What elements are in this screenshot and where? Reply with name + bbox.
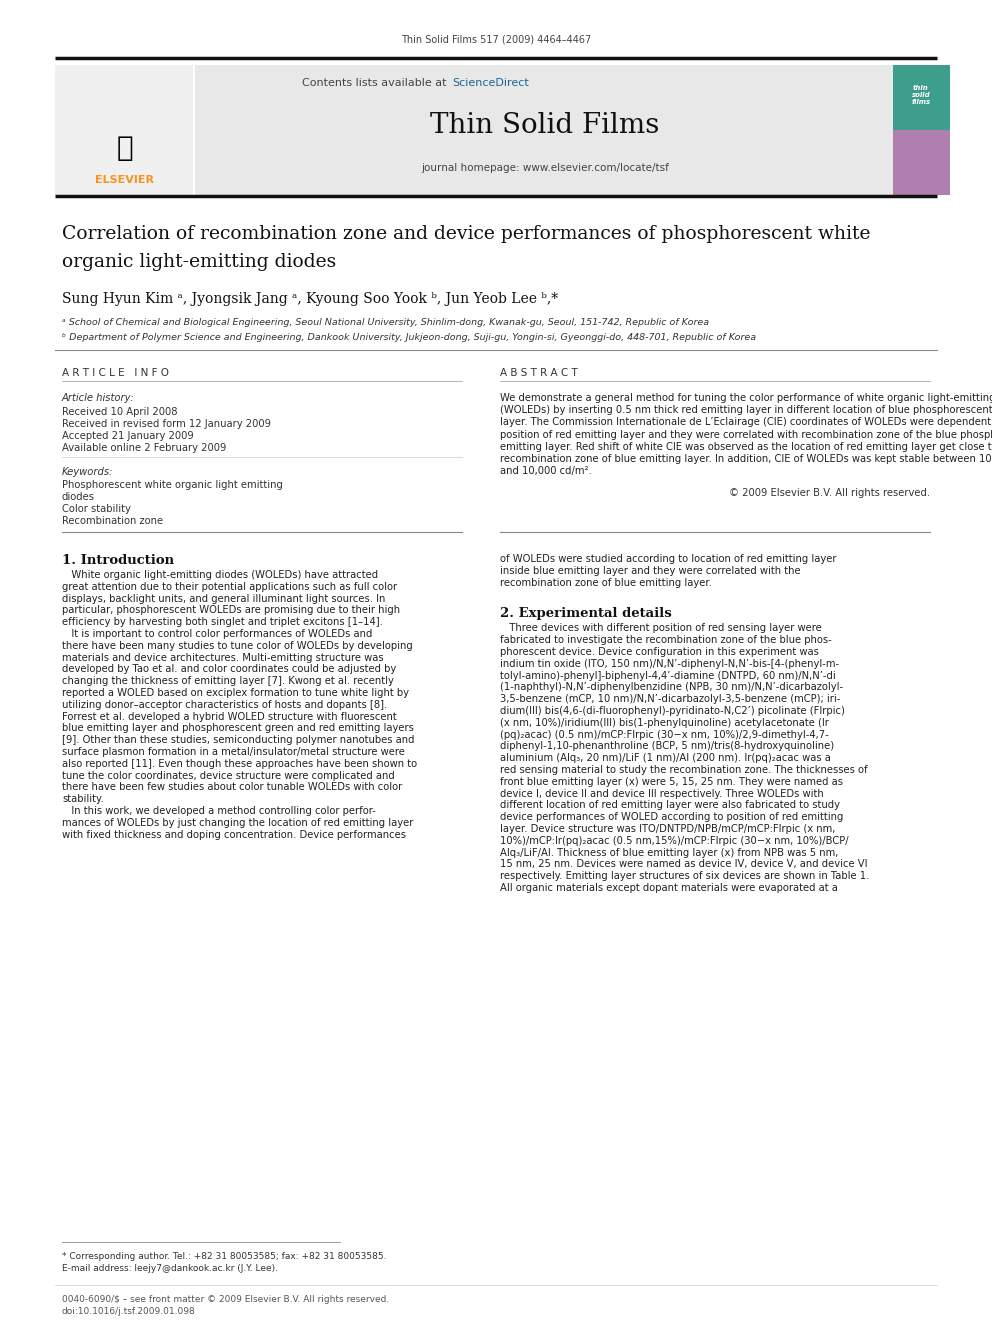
Text: layer. Device structure was ITO/DNTPD/NPB/mCP/mCP:Flrpic (x nm,: layer. Device structure was ITO/DNTPD/NP… bbox=[500, 824, 835, 833]
Text: doi:10.1016/j.tsf.2009.01.098: doi:10.1016/j.tsf.2009.01.098 bbox=[62, 1307, 195, 1316]
Text: utilizing donor–acceptor characteristics of hosts and dopants [8].: utilizing donor–acceptor characteristics… bbox=[62, 700, 387, 710]
Text: Contents lists available at: Contents lists available at bbox=[302, 78, 450, 89]
Text: Available online 2 February 2009: Available online 2 February 2009 bbox=[62, 443, 226, 452]
Text: 10%)/mCP:Ir(pq)₂acac (0.5 nm,15%)/mCP:Flrpic (30−x nm, 10%)/BCP/: 10%)/mCP:Ir(pq)₂acac (0.5 nm,15%)/mCP:Fl… bbox=[500, 836, 848, 845]
Text: displays, backlight units, and general illuminant light sources. In: displays, backlight units, and general i… bbox=[62, 594, 385, 603]
Text: different location of red emitting layer were also fabricated to study: different location of red emitting layer… bbox=[500, 800, 840, 811]
Text: It is important to control color performances of WOLEDs and: It is important to control color perform… bbox=[62, 628, 372, 639]
Text: tolyl-amino)-phenyl]-biphenyl-4,4’-diamine (DNTPD, 60 nm)/N,N’-di: tolyl-amino)-phenyl]-biphenyl-4,4’-diami… bbox=[500, 671, 835, 680]
Text: great attention due to their potential applications such as full color: great attention due to their potential a… bbox=[62, 582, 397, 591]
Text: materials and device architectures. Multi-emitting structure was: materials and device architectures. Mult… bbox=[62, 652, 384, 663]
Text: there have been few studies about color tunable WOLEDs with color: there have been few studies about color … bbox=[62, 782, 402, 792]
Text: phorescent device. Device configuration in this experiment was: phorescent device. Device configuration … bbox=[500, 647, 818, 658]
Text: device I, device II and device III respectively. Three WOLEDs with: device I, device II and device III respe… bbox=[500, 789, 823, 799]
Text: ELSEVIER: ELSEVIER bbox=[94, 175, 154, 185]
Text: fabricated to investigate the recombination zone of the blue phos-: fabricated to investigate the recombinat… bbox=[500, 635, 831, 646]
Text: aluminium (Alq₃, 20 nm)/LiF (1 nm)/Al (200 nm). Ir(pq)₂acac was a: aluminium (Alq₃, 20 nm)/LiF (1 nm)/Al (2… bbox=[500, 753, 831, 763]
Text: Thin Solid Films 517 (2009) 4464–4467: Thin Solid Films 517 (2009) 4464–4467 bbox=[401, 34, 591, 45]
Text: * Corresponding author. Tel.: +82 31 80053585; fax: +82 31 80053585.: * Corresponding author. Tel.: +82 31 800… bbox=[62, 1252, 387, 1261]
Text: recombination zone of blue emitting layer. In addition, CIE of WOLEDs was kept s: recombination zone of blue emitting laye… bbox=[500, 454, 992, 464]
Text: and 10,000 cd/m².: and 10,000 cd/m². bbox=[500, 466, 592, 476]
Text: Received 10 April 2008: Received 10 April 2008 bbox=[62, 407, 178, 417]
Text: 1. Introduction: 1. Introduction bbox=[62, 554, 175, 568]
Text: blue emitting layer and phosphorescent green and red emitting layers: blue emitting layer and phosphorescent g… bbox=[62, 724, 414, 733]
Text: 🌳: 🌳 bbox=[117, 134, 133, 161]
Text: ᵇ Department of Polymer Science and Engineering, Dankook University, Jukjeon-don: ᵇ Department of Polymer Science and Engi… bbox=[62, 333, 756, 343]
Text: particular, phosphorescent WOLEDs are promising due to their high: particular, phosphorescent WOLEDs are pr… bbox=[62, 606, 400, 615]
Text: Accepted 21 January 2009: Accepted 21 January 2009 bbox=[62, 431, 193, 441]
Bar bbox=[55, 65, 193, 194]
Text: Received in revised form 12 January 2009: Received in revised form 12 January 2009 bbox=[62, 419, 271, 429]
Text: Keywords:: Keywords: bbox=[62, 467, 113, 478]
Text: E-mail address: leejy7@dankook.ac.kr (J.Y. Lee).: E-mail address: leejy7@dankook.ac.kr (J.… bbox=[62, 1263, 278, 1273]
Text: there have been many studies to tune color of WOLEDs by developing: there have been many studies to tune col… bbox=[62, 640, 413, 651]
Text: Forrest et al. developed a hybrid WOLED structure with fluorescent: Forrest et al. developed a hybrid WOLED … bbox=[62, 712, 397, 721]
Text: recombination zone of blue emitting layer.: recombination zone of blue emitting laye… bbox=[500, 578, 712, 587]
Text: Phosphorescent white organic light emitting: Phosphorescent white organic light emitt… bbox=[62, 480, 283, 490]
Text: Three devices with different position of red sensing layer were: Three devices with different position of… bbox=[500, 623, 821, 634]
Text: [9]. Other than these studies, semiconducting polymer nanotubes and: [9]. Other than these studies, semicondu… bbox=[62, 736, 415, 745]
Text: emitting layer. Red shift of white CIE was observed as the location of red emitt: emitting layer. Red shift of white CIE w… bbox=[500, 442, 992, 451]
Text: All organic materials except dopant materials were evaporated at a: All organic materials except dopant mate… bbox=[500, 882, 838, 893]
Text: (WOLEDs) by inserting 0.5 nm thick red emitting layer in different location of b: (WOLEDs) by inserting 0.5 nm thick red e… bbox=[500, 405, 992, 415]
Text: indium tin oxide (ITO, 150 nm)/N,N’-diphenyl-N,N’-bis-[4-(phenyl-m-: indium tin oxide (ITO, 150 nm)/N,N’-diph… bbox=[500, 659, 839, 669]
Text: diphenyl-1,10-phenanthroline (BCP, 5 nm)/tris(8-hydroxyquinoline): diphenyl-1,10-phenanthroline (BCP, 5 nm)… bbox=[500, 741, 834, 751]
Text: changing the thickness of emitting layer [7]. Kwong et al. recently: changing the thickness of emitting layer… bbox=[62, 676, 394, 687]
Text: Article history:: Article history: bbox=[62, 393, 135, 404]
Text: organic light-emitting diodes: organic light-emitting diodes bbox=[62, 253, 336, 271]
Text: We demonstrate a general method for tuning the color performance of white organi: We demonstrate a general method for tuni… bbox=[500, 393, 992, 404]
Text: stability.: stability. bbox=[62, 794, 104, 804]
Text: White organic light-emitting diodes (WOLEDs) have attracted: White organic light-emitting diodes (WOL… bbox=[62, 570, 378, 579]
Text: 3,5-benzene (mCP, 10 nm)/N,N’-dicarbazolyl-3,5-benzene (mCP); iri-: 3,5-benzene (mCP, 10 nm)/N,N’-dicarbazol… bbox=[500, 695, 840, 704]
Text: dium(III) bis(4,6-(di-fluorophenyl)-pyridinato-N,C2’) picolinate (Flrpic): dium(III) bis(4,6-(di-fluorophenyl)-pyri… bbox=[500, 706, 845, 716]
Text: A R T I C L E   I N F O: A R T I C L E I N F O bbox=[62, 368, 169, 378]
Text: © 2009 Elsevier B.V. All rights reserved.: © 2009 Elsevier B.V. All rights reserved… bbox=[729, 488, 930, 499]
Text: tune the color coordinates, device structure were complicated and: tune the color coordinates, device struc… bbox=[62, 770, 395, 781]
Text: 15 nm, 25 nm. Devices were named as device IV, device V, and device VI: 15 nm, 25 nm. Devices were named as devi… bbox=[500, 860, 867, 869]
Text: journal homepage: www.elsevier.com/locate/tsf: journal homepage: www.elsevier.com/locat… bbox=[421, 163, 669, 173]
Text: device performances of WOLED according to position of red emitting: device performances of WOLED according t… bbox=[500, 812, 843, 822]
Bar bbox=[893, 65, 950, 130]
Text: also reported [11]. Even though these approaches have been shown to: also reported [11]. Even though these ap… bbox=[62, 759, 417, 769]
Text: layer. The Commission Internationale de L’Eclairage (CIE) coordinates of WOLEDs : layer. The Commission Internationale de … bbox=[500, 417, 992, 427]
Text: front blue emitting layer (x) were 5, 15, 25 nm. They were named as: front blue emitting layer (x) were 5, 15… bbox=[500, 777, 843, 787]
Text: with fixed thickness and doping concentration. Device performances: with fixed thickness and doping concentr… bbox=[62, 830, 406, 840]
Text: ᵃ School of Chemical and Biological Engineering, Seoul National University, Shin: ᵃ School of Chemical and Biological Engi… bbox=[62, 318, 709, 327]
Text: developed by Tao et al. and color coordinates could be adjusted by: developed by Tao et al. and color coordi… bbox=[62, 664, 396, 675]
Text: In this work, we developed a method controlling color perfor-: In this work, we developed a method cont… bbox=[62, 806, 376, 816]
Text: reported a WOLED based on exciplex formation to tune white light by: reported a WOLED based on exciplex forma… bbox=[62, 688, 409, 699]
Bar bbox=[195, 65, 895, 194]
Text: (pq)₂acac) (0.5 nm)/mCP:Flrpic (30−x nm, 10%)/2,9-dimethyl-4,7-: (pq)₂acac) (0.5 nm)/mCP:Flrpic (30−x nm,… bbox=[500, 729, 828, 740]
Text: respectively. Emitting layer structures of six devices are shown in Table 1.: respectively. Emitting layer structures … bbox=[500, 872, 869, 881]
Text: inside blue emitting layer and they were correlated with the: inside blue emitting layer and they were… bbox=[500, 566, 801, 576]
Text: Thin Solid Films: Thin Solid Films bbox=[431, 112, 660, 139]
Text: position of red emitting layer and they were correlated with recombination zone : position of red emitting layer and they … bbox=[500, 430, 992, 439]
Text: mances of WOLEDs by just changing the location of red emitting layer: mances of WOLEDs by just changing the lo… bbox=[62, 818, 414, 828]
Text: ScienceDirect: ScienceDirect bbox=[452, 78, 529, 89]
Text: Alq₃/LiF/Al. Thickness of blue emitting layer (x) from NPB was 5 nm,: Alq₃/LiF/Al. Thickness of blue emitting … bbox=[500, 848, 838, 857]
Text: surface plasmon formation in a metal/insulator/metal structure were: surface plasmon formation in a metal/ins… bbox=[62, 747, 405, 757]
Text: of WOLEDs were studied according to location of red emitting layer: of WOLEDs were studied according to loca… bbox=[500, 554, 836, 564]
Text: efficiency by harvesting both singlet and triplet excitons [1–14].: efficiency by harvesting both singlet an… bbox=[62, 618, 383, 627]
Bar bbox=[893, 130, 950, 194]
Text: 2. Experimental details: 2. Experimental details bbox=[500, 607, 672, 620]
Text: A B S T R A C T: A B S T R A C T bbox=[500, 368, 577, 378]
Text: Sung Hyun Kim ᵃ, Jyongsik Jang ᵃ, Kyoung Soo Yook ᵇ, Jun Yeob Lee ᵇ,*: Sung Hyun Kim ᵃ, Jyongsik Jang ᵃ, Kyoung… bbox=[62, 292, 558, 306]
Text: Correlation of recombination zone and device performances of phosphorescent whit: Correlation of recombination zone and de… bbox=[62, 225, 871, 243]
Text: (x nm, 10%)/iridium(III) bis(1-phenylquinoline) acetylacetonate (Ir: (x nm, 10%)/iridium(III) bis(1-phenylqui… bbox=[500, 718, 829, 728]
Text: 0040-6090/$ – see front matter © 2009 Elsevier B.V. All rights reserved.: 0040-6090/$ – see front matter © 2009 El… bbox=[62, 1295, 389, 1304]
Text: diodes: diodes bbox=[62, 492, 95, 501]
Text: thin
solid
films: thin solid films bbox=[912, 85, 930, 105]
Text: Recombination zone: Recombination zone bbox=[62, 516, 163, 527]
Text: (1-naphthyl)-N,N’-diphenylbenzidine (NPB, 30 nm)/N,N’-dicarbazolyl-: (1-naphthyl)-N,N’-diphenylbenzidine (NPB… bbox=[500, 683, 843, 692]
Text: red sensing material to study the recombination zone. The thicknesses of: red sensing material to study the recomb… bbox=[500, 765, 868, 775]
Text: Color stability: Color stability bbox=[62, 504, 131, 515]
